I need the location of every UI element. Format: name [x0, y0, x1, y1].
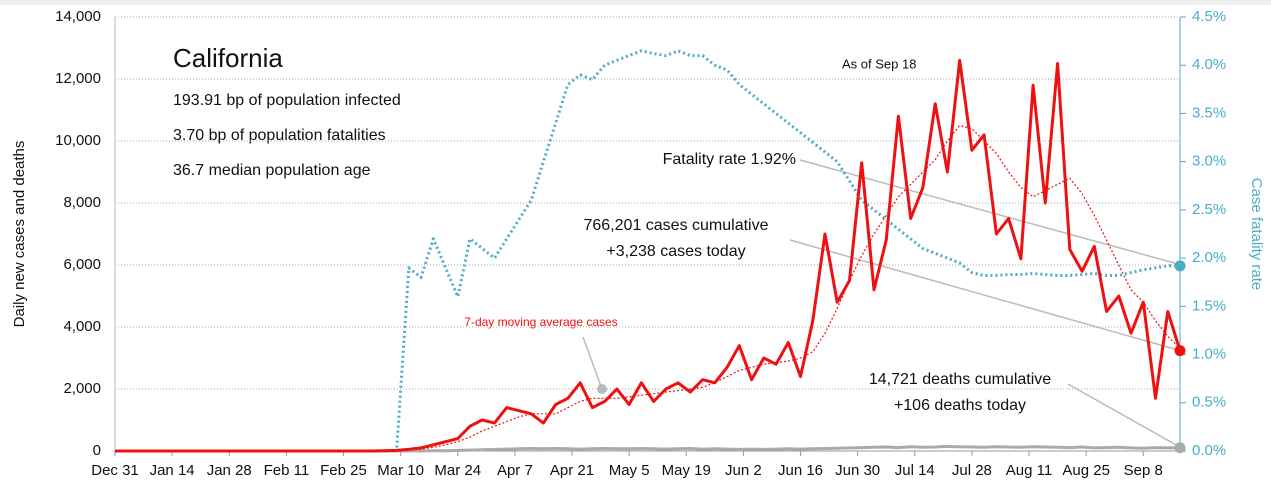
- annotation: 766,201 cases cumulative: [584, 217, 769, 234]
- y2-tick-label: 2.0%: [1192, 249, 1226, 266]
- y-tick-label: 14,000: [55, 8, 101, 25]
- x-tick-label: Aug 25: [1062, 462, 1110, 479]
- x-tick-label: Jun 30: [835, 462, 880, 479]
- y-tick-label: 6,000: [63, 256, 101, 273]
- leader-line: [582, 336, 603, 390]
- annotation: Fatality rate 1.92%: [663, 151, 796, 168]
- chart-title: California: [173, 43, 283, 73]
- x-tick-label: Jul 28: [952, 462, 992, 479]
- series-line: [115, 58, 1182, 453]
- stat: 36.7 median population age: [173, 162, 371, 179]
- end-marker: [1174, 345, 1186, 357]
- y-tick-label: 2,000: [63, 380, 101, 397]
- y-tick-label: 0: [93, 442, 101, 459]
- x-tick-label: Dec 31: [91, 462, 139, 479]
- x-tick-label: Mar 10: [377, 462, 424, 479]
- x-tick-label: Apr 7: [497, 462, 533, 479]
- y-tick-label: 4,000: [63, 318, 101, 335]
- annotation: 7-day moving average cases: [464, 315, 617, 329]
- x-tick-label: Jan 28: [207, 462, 252, 479]
- x-tick-label: May 19: [662, 462, 711, 479]
- x-tick-label: Aug 11: [1006, 462, 1052, 479]
- annotation: 14,721 deaths cumulative: [869, 371, 1051, 388]
- y-tick-label: 12,000: [55, 70, 101, 87]
- x-tick-label: May 5: [609, 462, 650, 479]
- annotation: +3,238 cases today: [606, 243, 745, 260]
- as-of: As of Sep 18: [842, 56, 916, 71]
- y2-tick-label: 1.5%: [1192, 297, 1226, 314]
- y2-tick-label: 0.0%: [1192, 442, 1226, 459]
- x-tick-label: Jul 14: [895, 462, 935, 479]
- leader-line: [789, 239, 1179, 351]
- y2-tick-label: 2.5%: [1192, 201, 1226, 218]
- x-tick-label: Mar 24: [434, 462, 481, 479]
- x-tick-label: Jun 2: [725, 462, 762, 479]
- y2-axis-label: Case fatality rate: [1248, 178, 1265, 291]
- y2-tick-label: 0.5%: [1192, 394, 1226, 411]
- top-band: [0, 0, 1271, 5]
- leader-line: [1067, 383, 1179, 447]
- annotation: +106 deaths today: [894, 397, 1026, 414]
- y2-tick-label: 3.0%: [1192, 153, 1226, 170]
- y2-tick-label: 3.5%: [1192, 104, 1226, 121]
- y2-tick-label: 4.5%: [1192, 8, 1226, 25]
- x-tick-label: Feb 11: [264, 462, 310, 479]
- y2-tick-label: 4.0%: [1192, 56, 1226, 73]
- end-marker: [1174, 260, 1186, 272]
- end-marker: [1174, 442, 1186, 454]
- x-tick-label: Sep 8: [1124, 462, 1163, 479]
- y-tick-label: 8,000: [63, 194, 101, 211]
- x-tick-label: Jun 16: [778, 462, 823, 479]
- stat: 193.91 bp of population infected: [173, 92, 401, 109]
- y-tick-label: 10,000: [55, 132, 101, 149]
- y2-tick-label: 1.0%: [1192, 346, 1226, 363]
- x-tick-label: Jan 14: [150, 462, 195, 479]
- stat: 3.70 bp of population fatalities: [173, 127, 386, 144]
- y-axis-label: Daily new cases and deaths: [11, 141, 28, 328]
- x-tick-label: Feb 25: [320, 462, 367, 479]
- x-tick-label: Apr 21: [550, 462, 594, 479]
